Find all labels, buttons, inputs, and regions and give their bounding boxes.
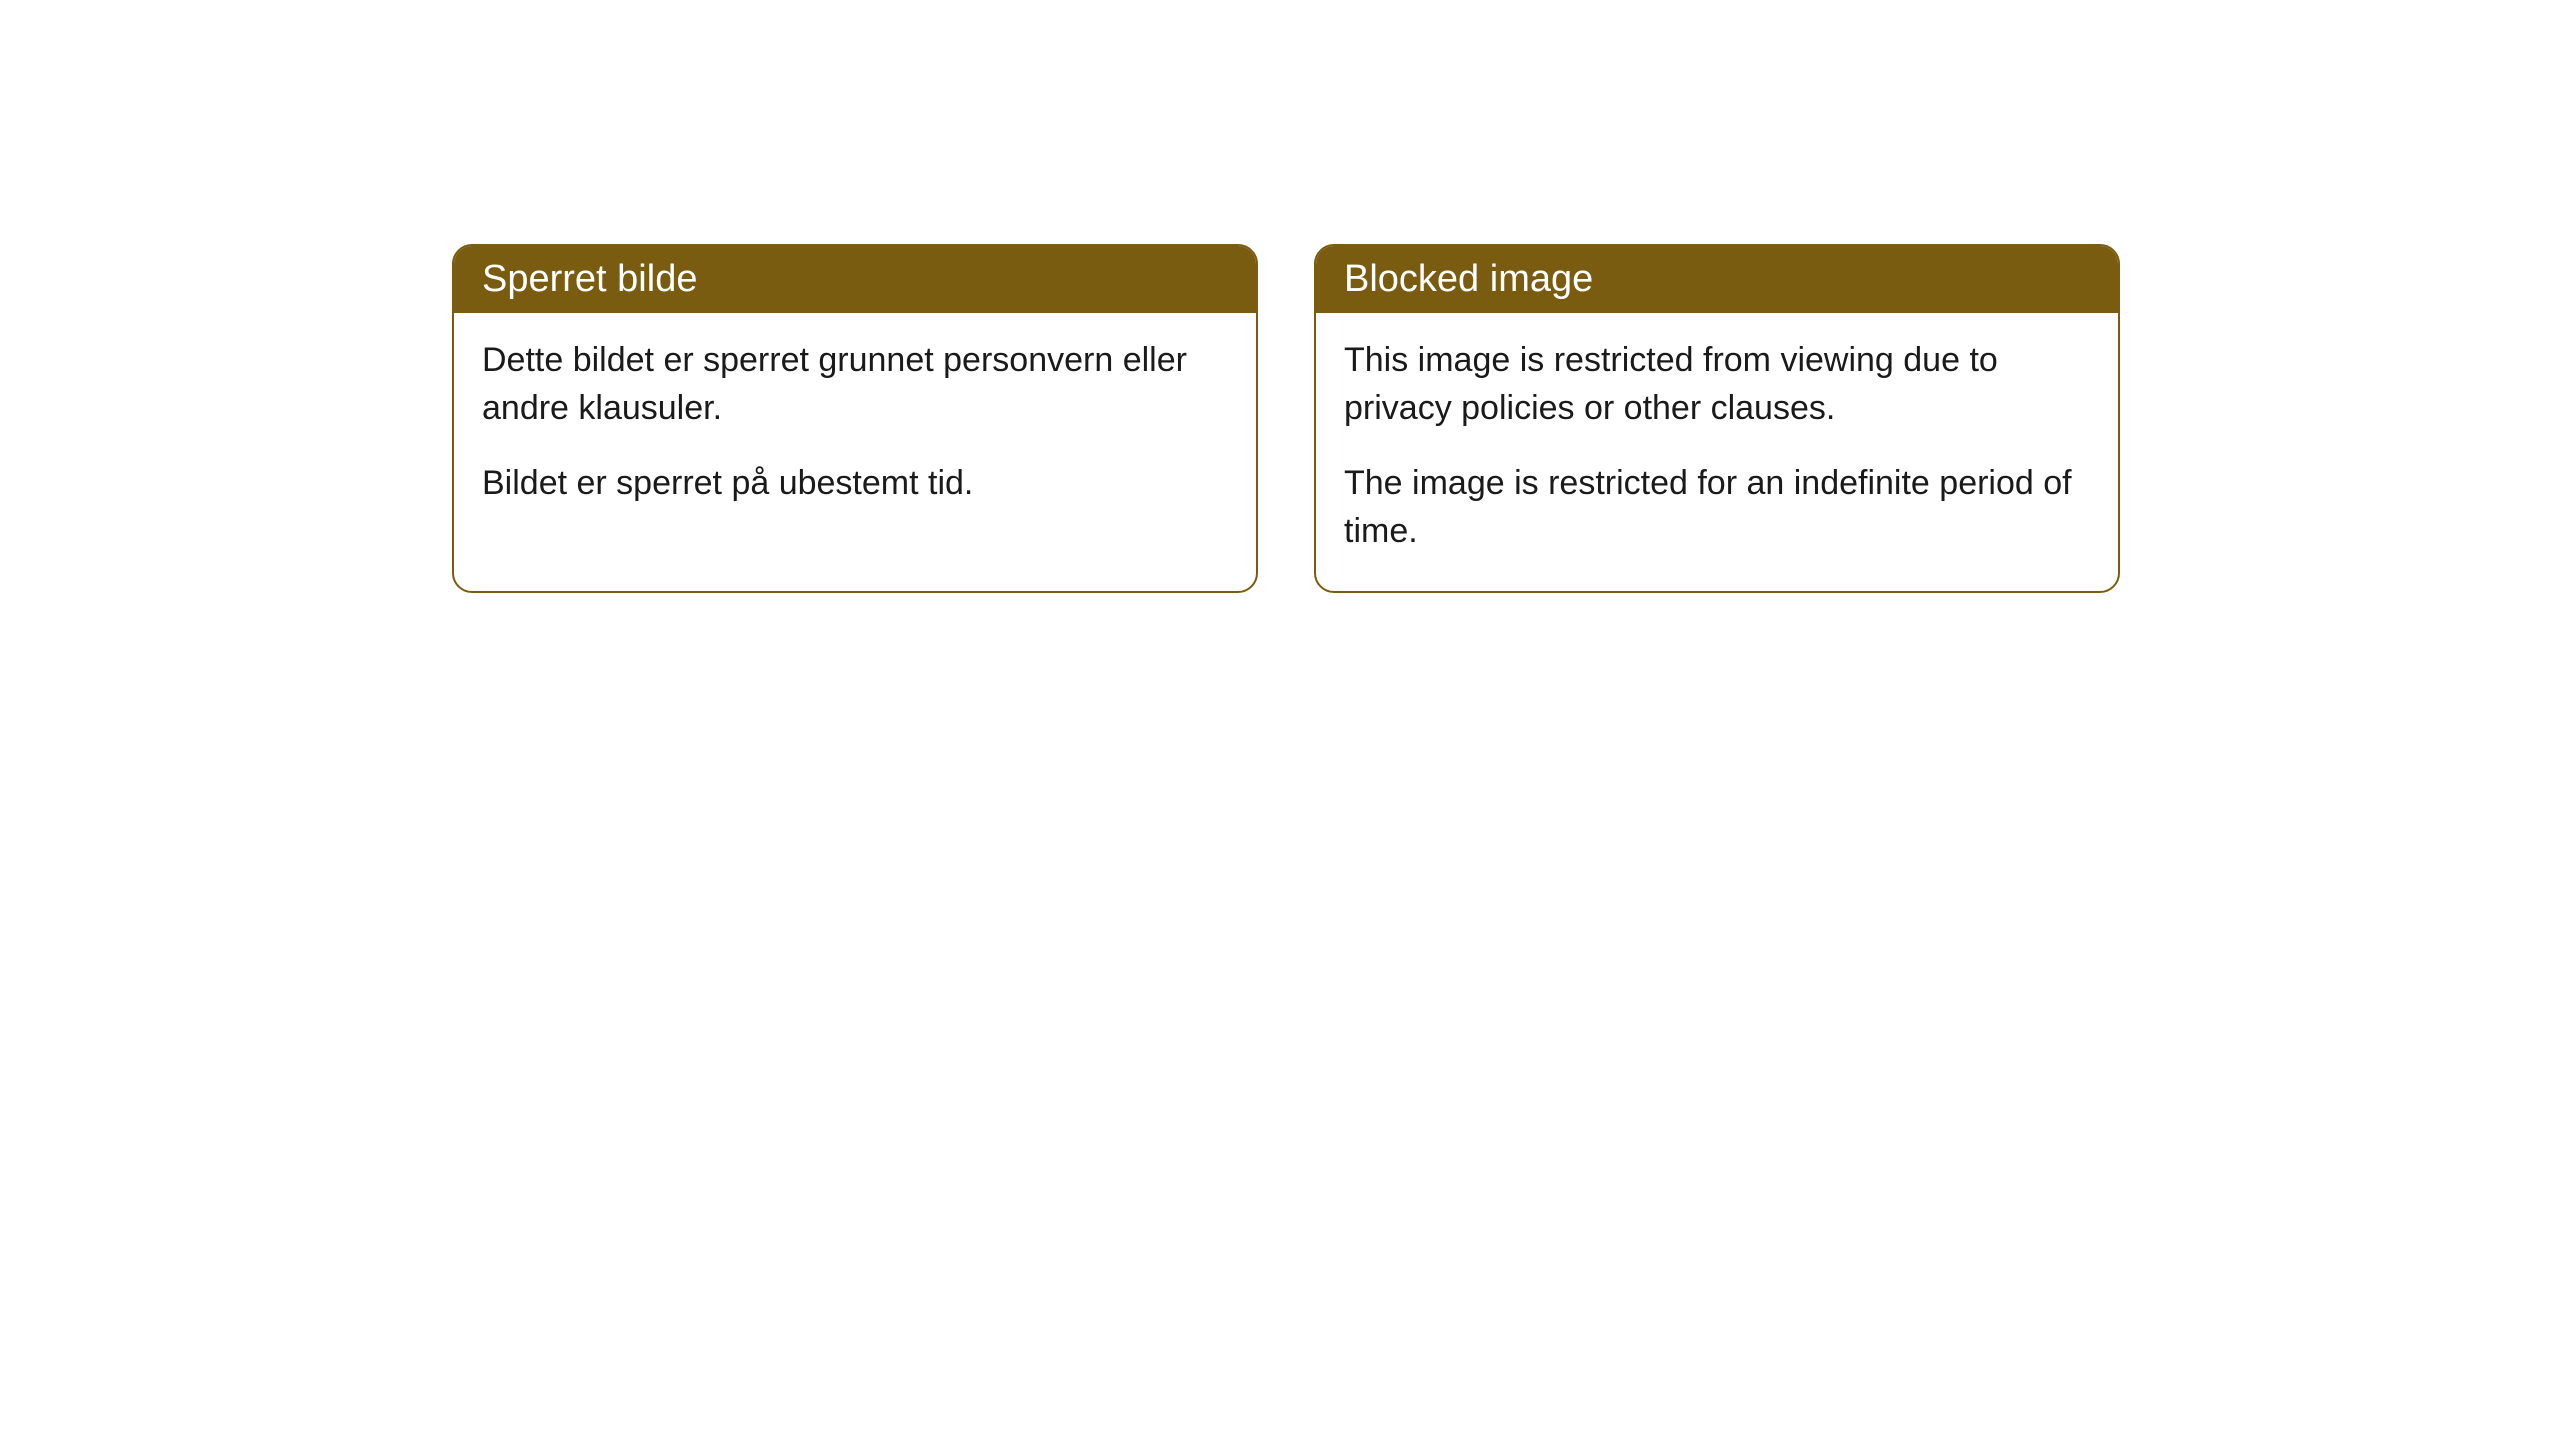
card-paragraph-2-en: The image is restricted for an indefinit… [1344,460,2090,555]
card-paragraph-1-en: This image is restricted from viewing du… [1344,337,2090,432]
card-body-en: This image is restricted from viewing du… [1316,313,2118,591]
card-paragraph-2-no: Bildet er sperret på ubestemt tid. [482,460,1228,508]
blocked-image-card-en: Blocked image This image is restricted f… [1314,244,2120,593]
card-header-no: Sperret bilde [454,246,1256,313]
blocked-image-card-no: Sperret bilde Dette bildet er sperret gr… [452,244,1258,593]
cards-container: Sperret bilde Dette bildet er sperret gr… [452,244,2120,593]
card-header-en: Blocked image [1316,246,2118,313]
card-paragraph-1-no: Dette bildet er sperret grunnet personve… [482,337,1228,432]
card-body-no: Dette bildet er sperret grunnet personve… [454,313,1256,544]
